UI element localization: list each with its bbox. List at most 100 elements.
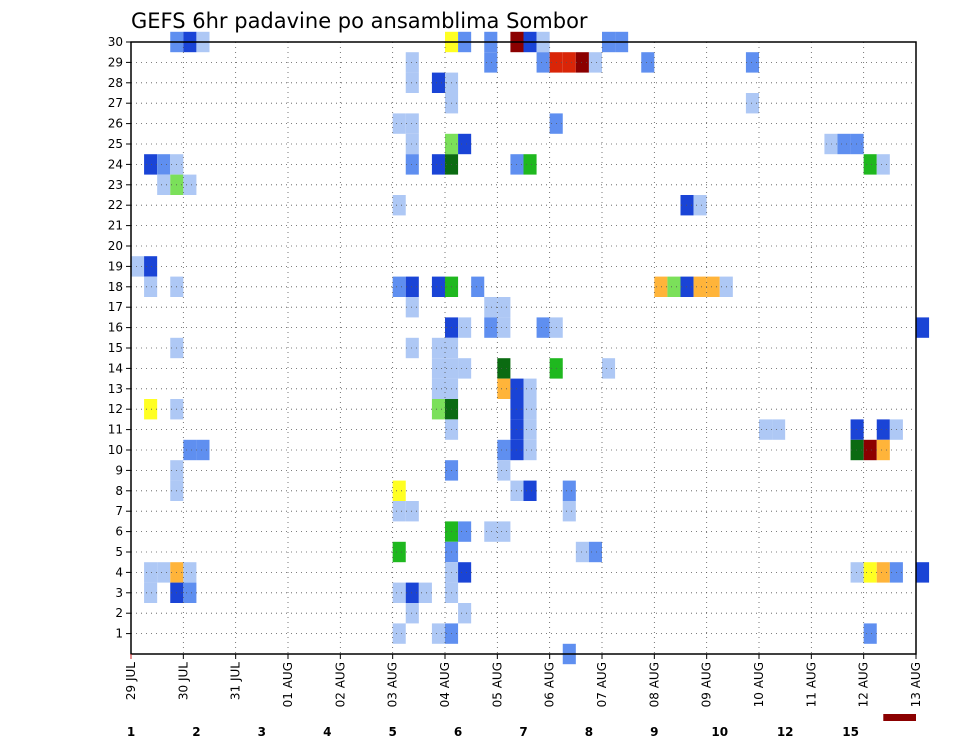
x-tick-label: 12 AUG: [857, 662, 871, 707]
heatmap-cell: [144, 399, 158, 420]
x-tick-label: 05 AUG: [490, 662, 504, 707]
x-tick-label: 09 AUG: [700, 662, 714, 707]
heatmap-cell: [876, 419, 890, 440]
x-tick-label: 08 AUG: [647, 662, 661, 707]
y-tick-label: 8: [115, 484, 123, 498]
y-tick-label: 7: [115, 504, 123, 518]
x-tick-label: 06 AUG: [543, 662, 557, 707]
heatmap-cell: [405, 297, 419, 318]
heatmap-cell: [405, 276, 419, 297]
heatmap-cell: [405, 603, 419, 624]
heatmap-cell: [654, 276, 668, 297]
heatmap-cell: [471, 276, 485, 297]
heatmap-cell: [602, 358, 616, 379]
x-tick-label: 10 AUG: [752, 662, 766, 707]
heatmap-cell: [641, 52, 655, 73]
heatmap-cell: [484, 52, 498, 73]
heatmap-cell: [850, 419, 864, 440]
x-tick-label: 02 AUG: [333, 662, 347, 707]
heatmap-cell: [405, 501, 419, 522]
y-tick-label: 29: [108, 55, 123, 69]
legend-label: 3: [258, 725, 266, 739]
y-tick-label: 3: [115, 586, 123, 600]
y-tick-label: 18: [108, 280, 123, 294]
chart-title: GEFS 6hr padavine po ansamblima Sombor: [131, 9, 588, 33]
heatmap-cell: [497, 521, 511, 542]
legend-label: 1: [127, 725, 135, 739]
heatmap-cell: [144, 154, 158, 175]
x-tick-label: 13 AUG: [909, 662, 923, 707]
y-tick-label: 4: [115, 565, 123, 579]
y-tick-label: 6: [115, 525, 123, 539]
x-tick-label: 04 AUG: [438, 662, 452, 707]
heatmap-cell: [497, 378, 511, 399]
x-tick-label: 03 AUG: [386, 662, 400, 707]
heatmap-cell: [916, 317, 930, 338]
heatmap-cell: [418, 582, 432, 603]
heatmap-cell: [588, 52, 602, 73]
heatmap-cell: [131, 256, 145, 277]
legend-label: 6: [454, 725, 462, 739]
legend-label: 10: [711, 725, 728, 739]
heatmap-cell: [405, 113, 419, 134]
y-tick-label: 12: [108, 402, 123, 416]
heatmap-cell: [497, 460, 511, 481]
heatmap-cell: [392, 276, 406, 297]
heatmap-cell: [458, 521, 472, 542]
heatmap-cell: [405, 337, 419, 359]
x-tick-label: 30 JUL: [176, 662, 190, 700]
heatmap-cell: [562, 480, 576, 501]
heatmap-cell: [144, 256, 158, 277]
y-tick-label: 21: [108, 219, 123, 233]
heatmap-cell: [392, 623, 406, 644]
heatmap-cell: [392, 480, 406, 501]
y-tick-label: 17: [108, 300, 123, 314]
heatmap-cell: [392, 501, 406, 522]
y-axis: 1234567891011121314151617181920212223242…: [108, 35, 131, 641]
y-tick-label: 1: [115, 627, 123, 641]
heatmap-cell: [196, 439, 210, 461]
heatmap-cell: [458, 133, 472, 155]
heatmap-cell: [431, 399, 445, 420]
x-tick-label: 01 AUG: [281, 662, 295, 707]
legend-label: 2: [192, 725, 200, 739]
legend-label: 9: [650, 725, 658, 739]
heatmap-cell: [837, 133, 851, 155]
heatmap-cell: [405, 52, 419, 73]
heatmap-cell: [916, 562, 930, 583]
y-tick-label: 11: [108, 423, 123, 437]
heatmap-cell: [575, 541, 589, 563]
heatmap-cell: [863, 562, 877, 583]
heatmap-cell: [523, 154, 537, 175]
heatmap-cell: [745, 52, 759, 73]
y-tick-label: 16: [108, 321, 123, 335]
heatmap-cell: [523, 378, 537, 399]
heatmap-cell: [680, 276, 694, 297]
y-tick-label: 26: [108, 117, 123, 131]
legend-label: 15: [842, 725, 859, 739]
heatmap-cell: [405, 582, 419, 603]
heatmap-cell: [523, 419, 537, 440]
heatmap-cell: [183, 439, 197, 461]
x-tick-label: 29 JUL: [124, 662, 138, 700]
heatmap-cell: [144, 276, 158, 297]
heatmap-cell: [458, 603, 472, 624]
y-tick-label: 27: [108, 96, 123, 110]
y-tick-label: 24: [108, 157, 123, 171]
heatmap-cell: [863, 623, 877, 644]
heatmap-cell: [144, 582, 158, 603]
heatmap-cell: [824, 133, 838, 155]
heatmap-cell: [392, 582, 406, 603]
heatmap-cell: [183, 562, 197, 583]
heatmap-cell: [693, 276, 707, 297]
heatmap-cell: [497, 439, 511, 461]
y-tick-label: 25: [108, 137, 123, 151]
y-tick-label: 14: [108, 361, 123, 375]
heatmap-cell: [484, 521, 498, 542]
y-tick-label: 5: [115, 545, 123, 559]
heatmap-cell: [745, 93, 759, 114]
heatmap-cell: [850, 562, 864, 583]
heatmap-cell: [588, 541, 602, 563]
heatmap-cell: [536, 52, 550, 73]
heatmap-cell: [562, 501, 576, 522]
